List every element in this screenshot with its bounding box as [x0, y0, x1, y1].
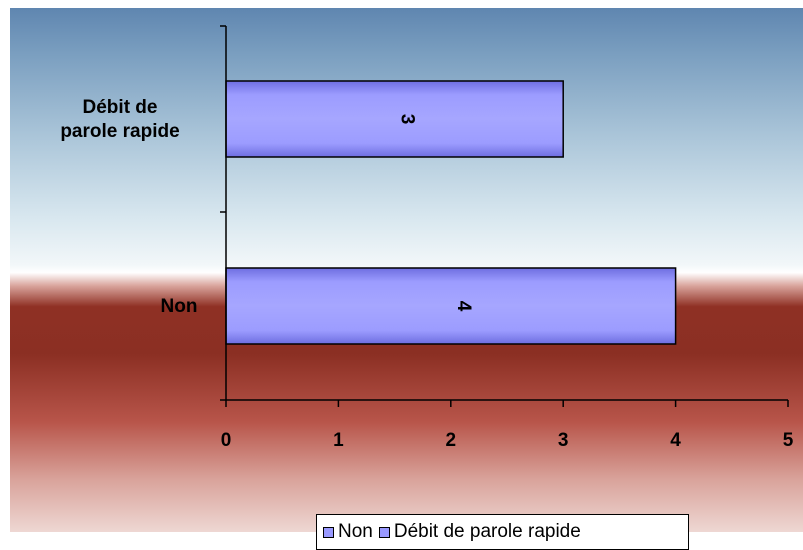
x-tick-label-0: 0 [221, 430, 232, 451]
x-tick-label-1: 1 [333, 430, 344, 451]
legend-label-debit: Débit de parole rapide [393, 521, 581, 542]
bar-0 [225, 80, 564, 158]
x-tick-label-3: 3 [558, 430, 569, 451]
category-label-line: Non [161, 296, 198, 317]
legend-label-non: Non [338, 521, 373, 542]
x-tick-label-4: 4 [670, 430, 681, 451]
category-label-1: Non [161, 296, 198, 317]
legend: Non Débit de parole rapide [316, 514, 689, 550]
legend-swatch-debit [378, 526, 390, 538]
bar-chart: 3 4 0 1 2 3 4 5 Débit de parole rapide Non [60, 25, 794, 451]
bar-1 [225, 267, 677, 345]
legend-swatch-non [323, 526, 334, 538]
category-label-line: parole rapide [60, 121, 179, 142]
legend-item-non: Non [323, 521, 373, 543]
category-label-line: Débit de [83, 97, 158, 118]
x-tick-label-2: 2 [446, 430, 457, 451]
legend-item-debit: Débit de parole rapide [378, 521, 581, 543]
category-label-0: Débit de parole rapide [60, 97, 179, 142]
data-label-1: 4 [453, 301, 474, 312]
data-label-0: 3 [397, 114, 418, 125]
x-tick-label-5: 5 [783, 430, 794, 451]
